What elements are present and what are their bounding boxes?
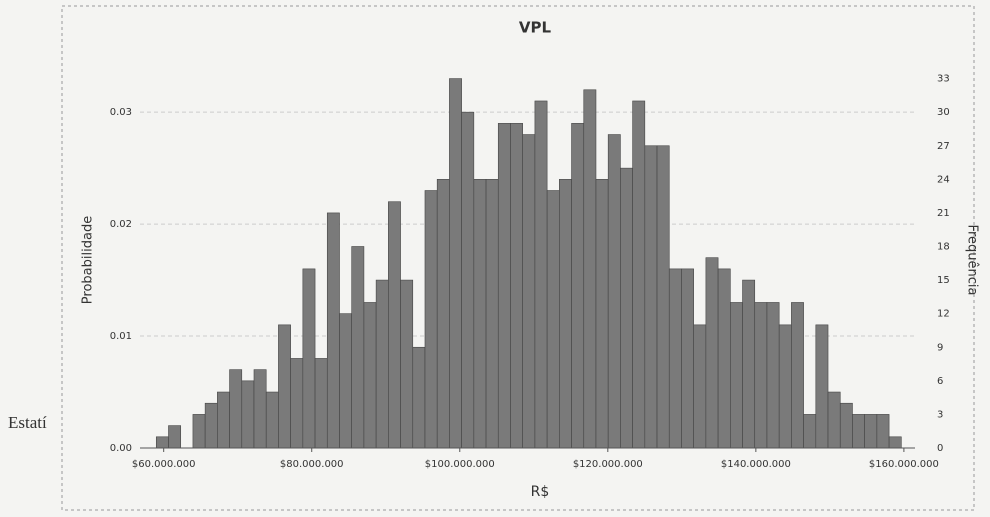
bar xyxy=(449,78,462,449)
bar xyxy=(534,100,548,449)
bar xyxy=(204,402,218,449)
bar xyxy=(192,414,206,449)
bar xyxy=(546,190,560,449)
bar xyxy=(839,402,853,449)
bar xyxy=(302,268,316,449)
y2-tick-label: 0 xyxy=(937,443,943,454)
bar xyxy=(742,279,756,449)
bar xyxy=(326,212,340,449)
bar xyxy=(730,302,743,449)
bar xyxy=(705,257,719,449)
x-tick-label: $80.000.000 xyxy=(280,459,344,470)
y2-tick-label: 27 xyxy=(937,141,950,152)
bar xyxy=(400,279,414,449)
bar xyxy=(339,313,353,449)
bar xyxy=(424,190,438,449)
bar xyxy=(314,358,328,449)
bar xyxy=(241,380,255,449)
bar xyxy=(217,391,230,449)
y2-tick-label: 9 xyxy=(937,342,943,353)
bar xyxy=(461,111,475,449)
y2-tick-label: 30 xyxy=(937,107,950,118)
bar xyxy=(497,123,511,449)
bar xyxy=(632,100,646,449)
x-tick-label: $100.000.000 xyxy=(425,459,495,470)
bar xyxy=(852,414,865,449)
bar xyxy=(607,134,621,449)
x-tick-label: $60.000.000 xyxy=(132,459,196,470)
bar xyxy=(791,302,804,449)
bar xyxy=(265,391,279,449)
y2-tick-label: 18 xyxy=(937,242,950,253)
bar xyxy=(693,324,707,449)
y-axis-label: Probabilidade xyxy=(81,216,96,304)
bar xyxy=(510,123,523,449)
bar xyxy=(351,246,365,449)
bar xyxy=(620,167,633,449)
bar xyxy=(815,324,829,449)
x-tick-label: $120.000.000 xyxy=(573,459,643,470)
y2-tick-label: 15 xyxy=(937,275,950,286)
x-tick-label: $160.000.000 xyxy=(869,459,939,470)
y2-axis-label: Frequência xyxy=(965,224,980,295)
bar xyxy=(571,123,585,449)
chart-title: VPL xyxy=(519,19,552,37)
y-tick-label: 0.02 xyxy=(110,219,132,230)
bar xyxy=(595,179,609,449)
bar xyxy=(155,436,169,449)
bar xyxy=(864,414,878,449)
bar xyxy=(278,324,291,449)
y2-tick-label: 3 xyxy=(937,409,943,420)
bar xyxy=(253,369,267,449)
bar xyxy=(375,279,389,449)
bar xyxy=(888,436,902,449)
bar xyxy=(436,179,450,449)
bar xyxy=(656,145,670,449)
bar xyxy=(644,145,658,449)
bar xyxy=(412,346,426,449)
bar xyxy=(168,425,182,449)
bar xyxy=(485,179,499,449)
y2-tick-label: 24 xyxy=(937,174,950,185)
bar xyxy=(778,324,792,449)
bar xyxy=(363,302,377,449)
y-tick-label: 0.01 xyxy=(110,331,132,342)
bar xyxy=(876,414,890,449)
bar xyxy=(559,179,572,449)
y-tick-label: 0.03 xyxy=(110,107,132,118)
frame xyxy=(61,5,975,511)
bar xyxy=(766,302,780,449)
y2-tick-label: 33 xyxy=(937,74,950,85)
bar xyxy=(290,358,304,449)
bar xyxy=(803,414,817,449)
bar xyxy=(229,369,243,449)
y2-tick-label: 12 xyxy=(937,309,950,320)
bar xyxy=(668,268,682,449)
bar xyxy=(754,302,768,449)
x-axis-label: R$ xyxy=(531,484,550,500)
bar xyxy=(473,179,487,449)
bar xyxy=(827,391,841,449)
bar xyxy=(583,89,597,449)
y2-tick-label: 6 xyxy=(937,376,943,387)
side-text: Estatí xyxy=(8,413,47,432)
bar xyxy=(681,268,694,449)
bar xyxy=(717,268,731,449)
x-tick-label: $140.000.000 xyxy=(721,459,791,470)
y-tick-label: 0.00 xyxy=(110,443,132,454)
bar xyxy=(522,134,536,449)
y2-tick-label: 21 xyxy=(937,208,950,219)
bar xyxy=(388,201,401,449)
